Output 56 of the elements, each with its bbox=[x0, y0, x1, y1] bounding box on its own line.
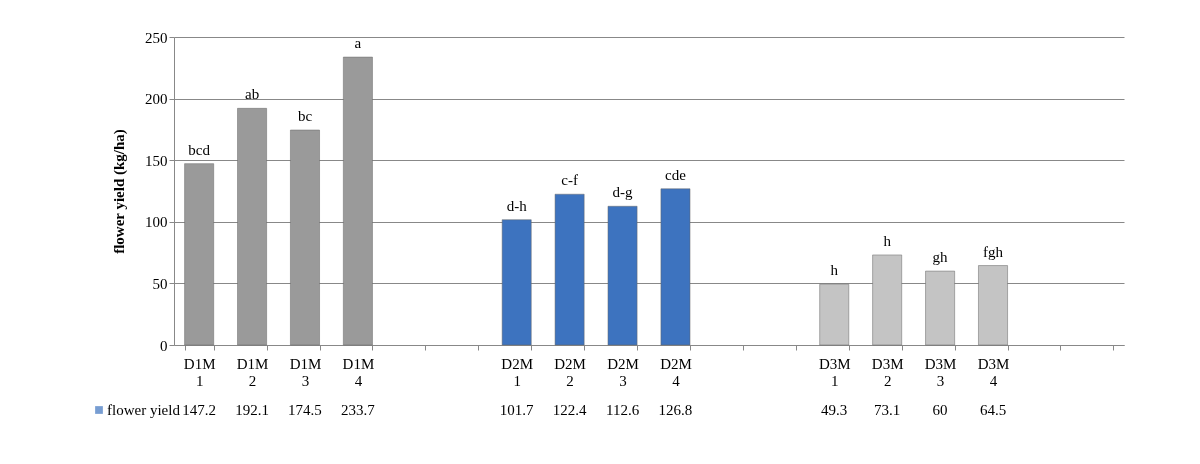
bar bbox=[978, 265, 1008, 346]
data-label: 233.7 bbox=[341, 402, 376, 418]
data-label: 112.6 bbox=[605, 402, 640, 418]
y-tick-label: 50 bbox=[152, 275, 168, 292]
data-label: 147.2 bbox=[182, 402, 217, 418]
x-tick-label: D2M 1 bbox=[501, 355, 534, 389]
x-tick-label: D2M 3 bbox=[607, 355, 639, 389]
x-tick-label: D1M 1 bbox=[183, 355, 216, 389]
x-tick-label: D3M 1 bbox=[818, 355, 851, 389]
bar bbox=[925, 270, 955, 346]
annotation: fgh bbox=[983, 243, 1004, 260]
data-label: 122.4 bbox=[552, 402, 587, 418]
data-label: 192.1 bbox=[235, 402, 269, 418]
x-tick-label: D3M 4 bbox=[977, 355, 1010, 389]
bar bbox=[343, 56, 373, 346]
data-label: 49.3 bbox=[821, 402, 848, 418]
data-label: 64.5 bbox=[979, 402, 1007, 418]
x-tick-label: D3M 3 bbox=[924, 355, 957, 389]
bar bbox=[184, 163, 214, 346]
data-label: 101.7 bbox=[499, 402, 535, 418]
data-label: 126.8 bbox=[658, 402, 693, 418]
bar bbox=[554, 193, 585, 346]
annotation: a bbox=[354, 35, 362, 52]
x-tick-label: D1M 3 bbox=[289, 355, 322, 389]
bar bbox=[872, 254, 902, 346]
y-tick-label: 250 bbox=[145, 29, 168, 46]
x-tick-label: D2M 4 bbox=[660, 355, 692, 389]
annotation: cde bbox=[665, 166, 687, 183]
bar bbox=[819, 284, 850, 346]
y-axis-title: flower yield (kg/ha) bbox=[111, 129, 128, 254]
annotation: ab bbox=[244, 86, 260, 103]
data-label: 60 bbox=[932, 402, 948, 418]
bar bbox=[660, 188, 691, 346]
x-tick-label: D3M 2 bbox=[871, 355, 904, 389]
data-label: 174.5 bbox=[288, 402, 322, 418]
annotation: gh bbox=[932, 249, 949, 266]
bar bbox=[607, 206, 638, 346]
x-tick-label: D1M 4 bbox=[342, 355, 375, 389]
x-tick-label: D2M 2 bbox=[554, 355, 586, 389]
annotation: bcd bbox=[188, 141, 211, 158]
annotation: bc bbox=[297, 108, 313, 125]
annotation: h bbox=[830, 262, 839, 279]
bar bbox=[290, 129, 320, 346]
y-tick-label: 100 bbox=[145, 214, 168, 231]
legend-label: flower yield bbox=[107, 402, 181, 418]
y-tick-label: 0 bbox=[160, 337, 168, 354]
bar bbox=[501, 219, 532, 346]
y-tick-label: 150 bbox=[145, 152, 168, 169]
bar bbox=[237, 108, 267, 346]
annotation: h bbox=[883, 232, 892, 249]
annotation: c-f bbox=[561, 172, 578, 189]
y-tick-label: 200 bbox=[145, 91, 168, 108]
annotation: d-g bbox=[612, 184, 634, 201]
x-tick-label: D1M 2 bbox=[236, 355, 269, 389]
annotation: d-h bbox=[506, 197, 528, 214]
data-label: 73.1 bbox=[874, 402, 901, 418]
